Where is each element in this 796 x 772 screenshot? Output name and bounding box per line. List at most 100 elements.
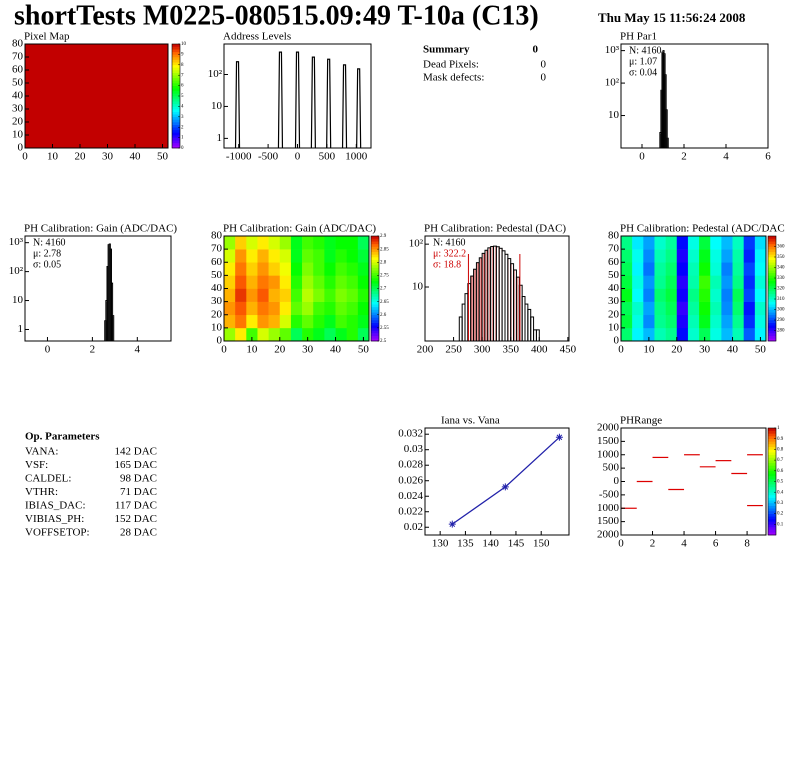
z-tick-label: 3: [181, 115, 184, 120]
chart-title: PH Calibration: Gain (ADC/DAC): [223, 223, 376, 235]
heat-cell: [302, 314, 314, 329]
heat-cell: [754, 262, 767, 276]
heat-cell: [246, 301, 258, 316]
z-tick-label: 2.7: [380, 287, 387, 292]
y-tick-label: 0: [614, 475, 620, 487]
y-tick-label: 40: [12, 90, 24, 102]
color-scale: [768, 270, 776, 274]
color-scale: [768, 505, 776, 509]
heat-cell: [235, 275, 247, 289]
chart-title: Iana vs. Vana: [441, 415, 500, 427]
x-tick-label: 20: [274, 344, 286, 356]
peak: [294, 51, 301, 149]
heat-cell: [721, 275, 733, 289]
color-scale: [172, 67, 180, 71]
z-tick-label: 2.85: [380, 247, 389, 252]
color-scale: [172, 145, 180, 149]
heat-cell: [710, 327, 722, 342]
x-tick-label: 50: [755, 344, 767, 356]
color-scale: [172, 116, 180, 120]
heat-cell: [25, 44, 169, 149]
color-scale: [371, 241, 379, 245]
heat-cell: [643, 314, 655, 329]
color-scale: [371, 280, 379, 284]
heat-cell: [665, 301, 678, 316]
x-tick-label: 130: [432, 538, 449, 550]
heat-cell: [235, 301, 247, 316]
color-scale: [371, 288, 379, 292]
x-tick-label: 40: [727, 344, 739, 356]
heat-cell: [324, 249, 336, 263]
heat-cell: [335, 275, 347, 289]
x-tick-label: 200: [417, 344, 434, 356]
heat-cell: [621, 301, 633, 316]
color-scale: [371, 296, 379, 300]
frame: [620, 43, 769, 149]
x-tick-label: 50: [157, 151, 169, 163]
color-scale: [172, 70, 180, 73]
color-scale: [768, 454, 776, 458]
heat-cell: [357, 249, 370, 263]
z-tick-label: 2: [181, 125, 184, 130]
heat-cell: [357, 327, 370, 342]
heat-cell: [302, 262, 314, 276]
color-scale: [768, 430, 776, 434]
heat-cell: [335, 249, 347, 263]
color-scale: [768, 468, 776, 472]
heat-cell: [290, 301, 303, 316]
heat-cell: [279, 288, 292, 302]
heat-cell: [313, 301, 325, 316]
z-tick-label: 2.5: [380, 339, 387, 344]
color-scale: [172, 119, 180, 123]
heat-cell: [279, 301, 292, 316]
marker: [555, 433, 563, 441]
heat-cell: [357, 314, 370, 329]
z-tick-label: 0.9: [777, 437, 784, 442]
heat-cell: [665, 262, 678, 276]
x-tick-label: 135: [457, 538, 474, 550]
color-scale: [768, 333, 776, 337]
y-tick-label: 70: [608, 243, 620, 255]
stats-text: N: 4160: [433, 237, 466, 248]
heat-cell: [743, 288, 756, 302]
heat-cell: [290, 314, 303, 329]
heat-cell: [246, 236, 258, 250]
y-tick-label: 2000: [597, 422, 620, 434]
chart: PH Calibration: Gain (ADC/DAC)0 10 20 30 40 5…: [211, 223, 389, 356]
y-tick-label: -500: [599, 488, 620, 500]
heat-cell: [643, 275, 655, 289]
heat-cell: [313, 288, 325, 302]
heat-cell: [257, 275, 269, 289]
x-tick-label: 0: [45, 344, 51, 356]
color-scale: [371, 309, 379, 313]
x-tick-label: 500: [319, 151, 336, 163]
chart-title: Pixel Map: [24, 31, 70, 43]
y-tick-label: 60: [12, 64, 24, 76]
color-scale: [371, 293, 379, 297]
color-scale: [371, 320, 379, 323]
color-scale: [768, 438, 776, 442]
z-tick-label: 2.55: [380, 326, 389, 331]
heat-cell: [687, 288, 700, 302]
heat-cell: [665, 249, 678, 263]
color-scale: [768, 436, 776, 439]
color-scale: [768, 236, 776, 239]
x-tick-label: 30: [102, 151, 114, 163]
x-tick-label: 2: [650, 538, 656, 550]
color-scale: [768, 251, 776, 255]
heat-cell: [632, 314, 644, 329]
heat-cell: [279, 275, 292, 289]
heat-cell: [224, 327, 236, 342]
heat-cell: [268, 262, 281, 276]
color-scale: [371, 301, 379, 305]
color-scale: [768, 473, 776, 477]
z-tick-label: 0.1: [777, 522, 784, 527]
heat-cell: [257, 236, 269, 250]
y-tick-label: 70: [12, 51, 24, 63]
color-scale: [371, 251, 379, 255]
color-scale: [371, 270, 379, 274]
y-tick-label: 0.02: [404, 521, 423, 533]
heat-cell: [335, 262, 347, 276]
color-scale: [172, 122, 180, 125]
